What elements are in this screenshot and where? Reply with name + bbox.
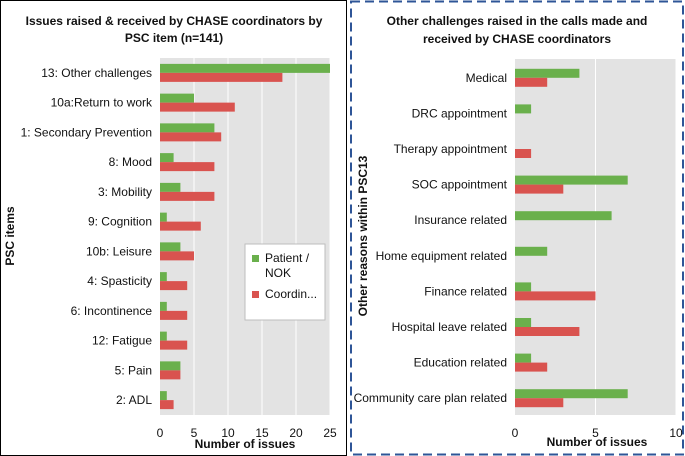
left-category-labels: 13: Other challenges 10a:Return to work 1:…: [21, 66, 153, 407]
right-bar-patient: [515, 246, 548, 256]
right-category-label: Therapy appointment: [394, 142, 508, 156]
right-category-label: Medical: [466, 71, 507, 85]
right-bar-patient: [515, 318, 532, 327]
left-bar-patient: [160, 93, 194, 103]
left-bar-coordinator: [160, 281, 188, 291]
right-category-label: Finance related: [424, 284, 507, 298]
left-bar-coordinator: [160, 340, 188, 350]
left-category-label: 5: Pain: [115, 363, 152, 377]
left-category-label: 10b: Leisure: [86, 244, 152, 258]
left-x-tick-label: 0: [157, 426, 164, 440]
left-bar-patient: [160, 361, 181, 371]
left-bar-coordinator: [160, 191, 215, 201]
right-chart-title-line2: received by CHASE coordinators: [423, 32, 611, 46]
left-category-label: 10a:Return to work: [51, 96, 153, 110]
right-bar-patient: [515, 282, 532, 292]
left-bar-patient: [160, 153, 174, 163]
right-bar-coordinator: [515, 149, 532, 158]
left-category-label: 13: Other challenges: [41, 66, 152, 80]
right-bars: [515, 68, 628, 408]
left-bar-coordinator: [160, 72, 283, 82]
legend-patient-label-line1: Patient /: [265, 251, 310, 265]
left-chart-title-line2: PSC item (n=141): [125, 31, 223, 45]
left-category-label: 3: Mobility: [98, 185, 152, 199]
left-category-label: 6: Incontinence: [71, 304, 153, 318]
left-category-label: 8: Mood: [109, 155, 152, 169]
left-y-axis-label: PSC items: [3, 206, 17, 266]
right-category-label: SOC appointment: [412, 178, 508, 192]
legend-patient-label-line2: NOK: [265, 266, 291, 280]
left-bar-patient: [160, 212, 167, 222]
left-bar-patient: [160, 63, 330, 73]
right-category-label: DRC appointment: [412, 106, 508, 120]
legend-coordinator-swatch: [252, 291, 259, 298]
left-x-tick-label: 5: [191, 426, 198, 440]
left-bar-coordinator: [160, 251, 194, 261]
right-bar-patient: [515, 389, 628, 399]
left-bar-patient: [160, 331, 167, 341]
left-bar-patient: [160, 301, 167, 311]
left-category-label: 9: Cognition: [88, 215, 152, 229]
left-category-label: 12: Fatigue: [92, 334, 152, 348]
right-category-label: Insurance related: [414, 213, 507, 227]
legend-coordinator-label: Coordin...: [265, 287, 317, 301]
left-bar-patient: [160, 272, 167, 282]
right-category-label: Home equipment related: [376, 249, 507, 263]
left-bar-patient: [160, 182, 181, 192]
left-x-axis-label: Number of issues: [195, 437, 296, 451]
right-bar-patient: [515, 353, 532, 363]
left-tick-labels: 0 5 10 15 20 25: [157, 426, 337, 440]
legend-patient-swatch: [252, 255, 259, 262]
left-gridlines: [193, 58, 331, 415]
left-bar-coordinator: [160, 370, 181, 380]
left-bar-coordinator: [160, 310, 188, 320]
right-y-axis-label: Other reasons within PSC13: [356, 155, 370, 316]
right-bar-coordinator: [515, 184, 564, 194]
left-bars: [160, 63, 330, 410]
right-bar-patient: [515, 175, 628, 185]
left-x-tick-label: 25: [323, 426, 337, 440]
right-chart-title-line1: Other challenges raised in the calls mad…: [387, 14, 648, 28]
right-x-tick-label: 0: [512, 426, 519, 440]
right-bar-coordinator: [515, 327, 580, 336]
left-x-tick-label: 15: [255, 426, 269, 440]
left-bar-coordinator: [160, 400, 174, 410]
left-category-label: 4: Spasticity: [87, 274, 152, 288]
right-x-axis-label: Number of issues: [547, 435, 648, 449]
left-bar-patient: [160, 123, 215, 133]
left-bar-coordinator: [160, 102, 235, 112]
right-bar-patient: [515, 68, 580, 78]
left-bar-coordinator: [160, 132, 222, 142]
left-bar-patient: [160, 242, 181, 252]
right-bar-patient: [515, 104, 532, 114]
legend: Patient / NOK Coordin...: [244, 243, 326, 321]
right-category-label: Hospital leave related: [392, 320, 507, 334]
right-tick-labels: 0 5 10: [512, 426, 683, 440]
right-bar-patient: [515, 211, 612, 221]
right-category-label: Education related: [414, 356, 507, 370]
right-bar-coordinator: [515, 398, 564, 408]
left-bar-patient: [160, 391, 167, 401]
right-bar-coordinator: [515, 362, 548, 372]
left-bar-coordinator: [160, 162, 215, 172]
right-bar-coordinator: [515, 291, 596, 301]
left-x-tick-label: 10: [221, 426, 235, 440]
left-category-label: 1: Secondary Prevention: [21, 125, 152, 139]
right-bar-coordinator: [515, 77, 548, 87]
right-x-tick-label: 5: [592, 426, 599, 440]
left-category-label: 2: ADL: [116, 393, 152, 407]
left-x-tick-label: 20: [289, 426, 303, 440]
left-bar-coordinator: [160, 221, 201, 231]
left-chart-title-line1: Issues raised & received by CHASE coordi…: [26, 14, 323, 28]
left-plot-area: [160, 58, 330, 415]
right-category-label: Community care plan related: [354, 391, 507, 405]
right-x-tick-label: 10: [669, 426, 683, 440]
right-gridlines: [595, 59, 677, 415]
right-category-labels: Medical DRC appointment Therapy appointmen…: [354, 71, 508, 405]
